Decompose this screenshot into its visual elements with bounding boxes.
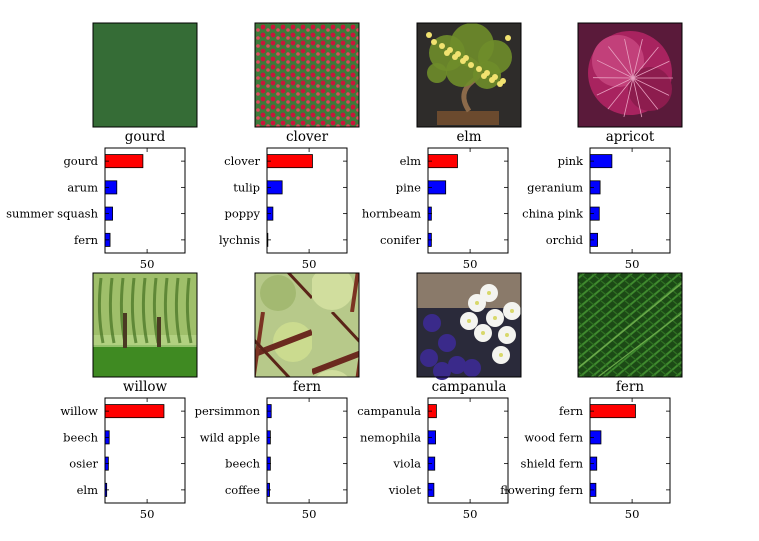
category-label: geranium: [527, 180, 583, 194]
panel-title: elm: [456, 129, 481, 145]
category-label: gourd: [63, 154, 98, 168]
category-label: elm: [77, 483, 98, 497]
category-label: shield fern: [521, 457, 584, 471]
category-label: willow: [60, 404, 98, 418]
panel-8: fern fern wood fern shield fern flowering fe…: [500, 272, 683, 521]
category-label: flowering fern: [500, 483, 583, 497]
category-label: osier: [69, 457, 98, 471]
axes-frame: [589, 147, 671, 254]
category-label: beech: [63, 430, 98, 444]
photo-thumbnail: [416, 22, 522, 128]
x-tick-label: 50: [302, 257, 317, 271]
x-tick-label: 50: [625, 257, 640, 271]
panel-2: clover clover tulip poppy lychnis 50: [219, 22, 360, 271]
category-label: viola: [392, 457, 421, 471]
axes-frame: [427, 147, 509, 254]
x-tick-label: 50: [302, 507, 317, 521]
photo-thumbnail: [577, 272, 683, 378]
bar: [104, 404, 165, 419]
panel-7: campanula campanula nemophila viola violet 50: [357, 272, 522, 521]
photo-thumbnail: [92, 22, 198, 128]
axes-frame: [266, 147, 348, 254]
panel-3: elm elm pine hornbeam conifer 50: [362, 22, 522, 271]
axes-frame: [427, 397, 509, 504]
bar: [266, 154, 313, 169]
axes-frame: [589, 397, 671, 504]
x-tick-label: 50: [140, 257, 155, 271]
category-label: lychnis: [219, 233, 260, 247]
panel-title: fern: [616, 379, 644, 395]
category-label: campanula: [357, 404, 421, 418]
category-label: pine: [396, 180, 421, 194]
x-tick-label: 50: [625, 507, 640, 521]
x-tick-label: 50: [463, 507, 478, 521]
category-label: summer squash: [6, 207, 99, 221]
category-label: conifer: [380, 233, 422, 247]
axes-frame: [104, 147, 186, 254]
category-label: clover: [224, 154, 260, 168]
category-label: hornbeam: [362, 207, 421, 221]
panel-title: apricot: [606, 129, 655, 145]
category-label: beech: [225, 457, 260, 471]
panel-4: apricot pink geranium china pink orchid 50: [522, 22, 683, 271]
category-label: violet: [388, 483, 422, 497]
panel-5: willow willow beech osier elm 50: [60, 272, 198, 521]
x-tick-label: 50: [140, 507, 155, 521]
category-label: tulip: [233, 180, 260, 194]
category-label: arum: [67, 180, 98, 194]
panel-1: gourd gourd arum summer squash fern 50: [6, 22, 198, 271]
axes-frame: [266, 397, 348, 504]
category-label: orchid: [546, 233, 584, 247]
bar: [104, 154, 144, 169]
category-label: fern: [559, 404, 584, 418]
panel-title: fern: [293, 379, 321, 395]
panel-6: fern persimmon wild apple beech coffee 50: [195, 272, 360, 521]
bar: [589, 404, 636, 419]
category-label: persimmon: [195, 404, 261, 418]
x-tick-label: 50: [463, 257, 478, 271]
panel-title: clover: [286, 129, 329, 145]
category-label: elm: [400, 154, 421, 168]
category-label: nemophila: [360, 430, 421, 444]
bar: [427, 154, 458, 169]
photo-thumbnail: [254, 272, 360, 378]
category-label: china pink: [522, 207, 584, 221]
category-label: fern: [74, 233, 99, 247]
photo-thumbnail: [254, 22, 360, 128]
category-label: poppy: [224, 207, 260, 221]
category-label: wood fern: [524, 430, 583, 444]
category-label: coffee: [225, 483, 260, 497]
panel-title: gourd: [125, 129, 166, 145]
panel-title: willow: [123, 379, 168, 395]
photo-thumbnail: [416, 272, 522, 380]
photo-thumbnail: [577, 22, 683, 128]
panel-title: campanula: [432, 379, 507, 395]
category-label: pink: [558, 154, 584, 168]
photo-thumbnail: [92, 272, 198, 378]
axes-frame: [104, 397, 186, 504]
category-label: wild apple: [200, 430, 260, 444]
